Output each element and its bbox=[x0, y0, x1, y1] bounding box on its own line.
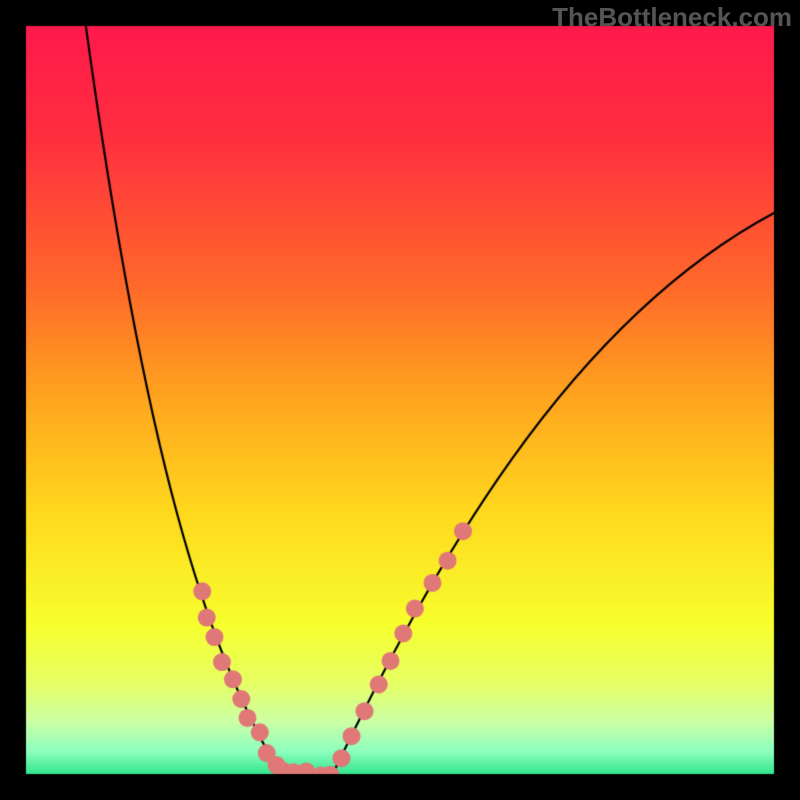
bottleneck-curve-canvas bbox=[0, 0, 800, 800]
watermark-label: TheBottleneck.com bbox=[552, 2, 792, 33]
chart-stage: TheBottleneck.com bbox=[0, 0, 800, 800]
